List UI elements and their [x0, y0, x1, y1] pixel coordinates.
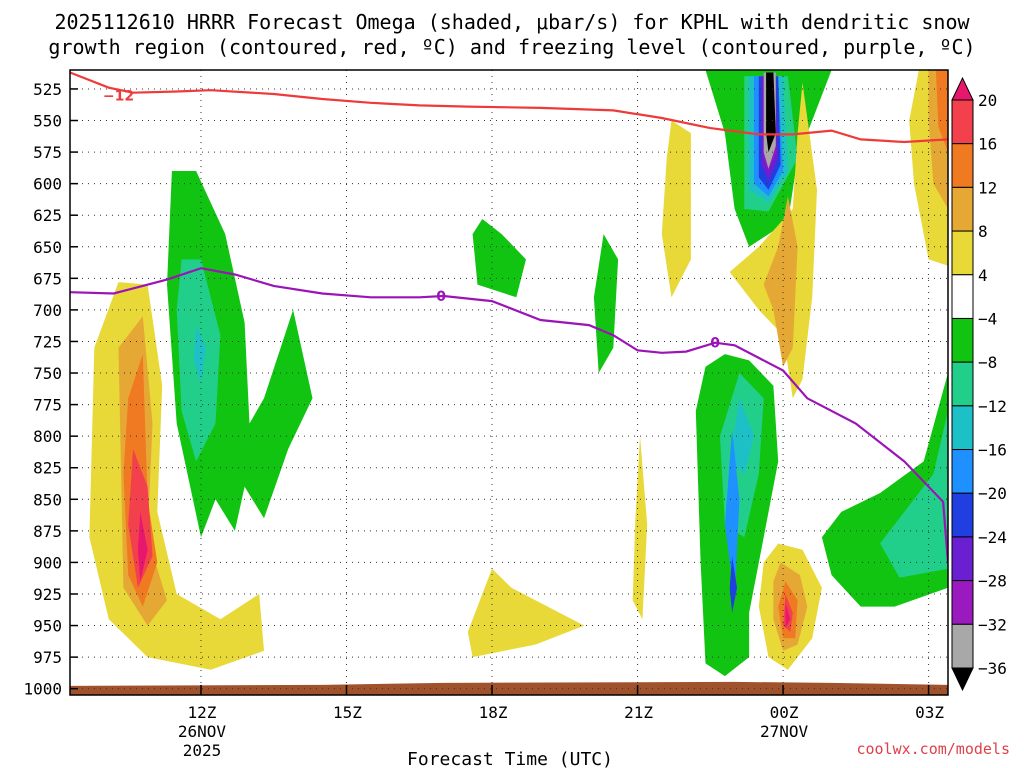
freezing-label-1: 0 — [436, 289, 446, 305]
ytick-label-750: 750 — [33, 364, 62, 383]
colorbar-box-9 — [951, 492, 974, 538]
ytick-label-925: 925 — [33, 585, 62, 604]
freezing-label-2: 0 — [710, 336, 720, 352]
colorbar-box-10 — [951, 536, 974, 582]
contour-lines: −12 0 0 — [70, 71, 948, 563]
ytick-label-775: 775 — [33, 396, 62, 415]
colorbar-box-6 — [951, 361, 974, 407]
colorbar-bottom-arrow — [951, 667, 974, 692]
ytick-label-950: 950 — [33, 617, 62, 636]
omega-region-25 — [137, 511, 148, 582]
omega-region-33 — [935, 70, 948, 153]
colorbar-box-7 — [951, 405, 974, 451]
ytick-label-525: 525 — [33, 80, 62, 99]
ytick-label-800: 800 — [33, 427, 62, 446]
chart-title-line2: growth region (contoured, red, ºC) and f… — [48, 35, 975, 59]
omega-region-28 — [467, 568, 585, 658]
colorbar-box-1 — [951, 143, 974, 188]
gridlines — [70, 70, 948, 695]
xtick-label-00Z: 00Z — [770, 703, 799, 722]
ytick-label-850: 850 — [33, 490, 62, 509]
omega-region-38 — [785, 602, 791, 629]
chart-title-line1: 2025112610 HRRR Forecast Omega (shaded, … — [54, 10, 970, 34]
colorbar-box-8 — [951, 449, 974, 494]
colorbar-label-4: 4 — [978, 266, 988, 285]
xtick-label-21Z: 21Z — [624, 703, 653, 722]
ytick-label-975: 975 — [33, 648, 62, 667]
colorbar-label-0: 20 — [978, 91, 997, 110]
xtick-date-00Z: 27NOV — [760, 722, 809, 741]
colorbar-label-6: −8 — [978, 353, 997, 372]
ytick-label-550: 550 — [33, 112, 62, 131]
colorbar-label-9: −20 — [978, 484, 1007, 503]
omega-region-7 — [729, 398, 754, 474]
ytick-label-1000: 1000 — [23, 680, 62, 699]
freezing-contour-line — [70, 267, 948, 563]
omega-region-8 — [724, 429, 740, 601]
x-axis-label: Forecast Time (UTC) — [407, 749, 613, 768]
xtick-year-12Z: 2025 — [183, 741, 222, 760]
xtick-date-12Z: 26NOV — [178, 722, 227, 741]
ytick-label-600: 600 — [33, 175, 62, 194]
dendritic-label: −12 — [103, 88, 134, 104]
colorbar-label-13: −36 — [978, 659, 1007, 678]
ytick-label-700: 700 — [33, 301, 62, 320]
omega-region-27 — [632, 436, 648, 620]
colorbar-label-7: −12 — [978, 397, 1007, 416]
ytick-label-675: 675 — [33, 269, 62, 288]
colorbar-label-1: 16 — [978, 135, 997, 154]
colorbar-label-2: 12 — [978, 178, 997, 197]
omega-region-29 — [729, 82, 817, 399]
ytick-label-875: 875 — [33, 522, 62, 541]
omega-region-9 — [729, 556, 737, 613]
colorbar-box-5 — [951, 317, 974, 363]
colorbar-box-12 — [951, 623, 974, 669]
xtick-label-03Z: 03Z — [915, 703, 944, 722]
ytick-label-575: 575 — [33, 143, 62, 162]
omega-region-26 — [661, 120, 691, 298]
colorbar-label-8: −16 — [978, 441, 1007, 460]
ytick-label-825: 825 — [33, 459, 62, 478]
omega-shaded-regions — [89, 70, 948, 677]
xtick-label-18Z: 18Z — [479, 703, 508, 722]
ytick-label-900: 900 — [33, 553, 62, 572]
colorbar-box-3 — [951, 230, 974, 276]
colorbar: 20 16 12 8 4 −4 −8 −12 −16 −20 −24 −28 −32 −36 — [951, 76, 1007, 692]
ytick-label-725: 725 — [33, 332, 62, 351]
credit-text: coolwx.com/models — [856, 740, 1010, 758]
omega-region-30 — [763, 196, 798, 367]
colorbar-label-10: −24 — [978, 528, 1007, 547]
ytick-label-625: 625 — [33, 206, 62, 225]
dendritic-contour-line — [70, 71, 948, 144]
omega-region-2 — [193, 325, 206, 384]
colorbar-label-5: −4 — [978, 310, 997, 329]
y-axis: 525 550 575 600 625 650 675 700 725 750 775 800 825 8… — [23, 80, 78, 699]
colorbar-top-arrow — [951, 76, 974, 101]
colorbar-box-11 — [951, 580, 974, 625]
colorbar-label-11: −28 — [978, 572, 1007, 591]
colorbar-label-12: −32 — [978, 615, 1007, 634]
plot-frame — [69, 69, 949, 696]
colorbar-label-3: 8 — [978, 222, 988, 241]
colorbar-box-2 — [951, 186, 974, 232]
omega-region-18 — [766, 72, 776, 153]
omega-region-4 — [593, 234, 619, 373]
ytick-label-650: 650 — [33, 238, 62, 257]
omega-region-3 — [472, 219, 526, 298]
xtick-label-15Z: 15Z — [333, 703, 362, 722]
colorbar-box-4 — [951, 274, 974, 319]
colorbar-box-0 — [951, 99, 974, 145]
xtick-label-12Z: 12Z — [188, 703, 217, 722]
omega-region-20 — [880, 410, 948, 578]
